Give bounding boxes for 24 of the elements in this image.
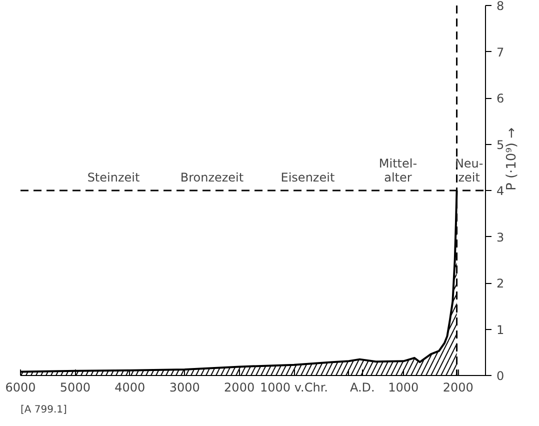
annotation: Bronzezeit <box>180 170 244 184</box>
annotation: Steinzeit <box>87 170 140 184</box>
x-tick-label: 3000 <box>169 380 200 394</box>
y-tick-label: 1 <box>496 322 504 337</box>
x-tick-label: 1000 <box>388 380 419 394</box>
text: [A 799.1] <box>20 404 68 416</box>
y-tick-label: 2 <box>496 276 504 290</box>
x-tick-label: 2000 <box>442 380 474 394</box>
x-tick-label: 1000 v.Chr. <box>260 380 328 394</box>
x-tick-label: 2000 <box>224 380 255 394</box>
annotation: Eisenzeit <box>280 170 335 184</box>
y-tick-label: 4 <box>496 184 504 198</box>
y-tick-label: 5 <box>496 138 504 152</box>
x-tick-label: 6000 <box>5 380 36 394</box>
x-tick-label: 4000 <box>114 380 146 394</box>
x-tick-label: 5000 <box>60 380 90 394</box>
y-tick-label: 7 <box>496 45 504 60</box>
y-tick-label: 0 <box>496 369 504 383</box>
annotation: Mittel- alter <box>378 156 418 184</box>
y-axis-title: P (·10⁹) → <box>504 127 520 190</box>
y-tick-label: 3 <box>496 230 504 244</box>
y-tick-label: 6 <box>496 92 504 106</box>
x-tick-label: A.D. <box>350 380 375 394</box>
y-tick-label: 8 <box>496 0 504 13</box>
